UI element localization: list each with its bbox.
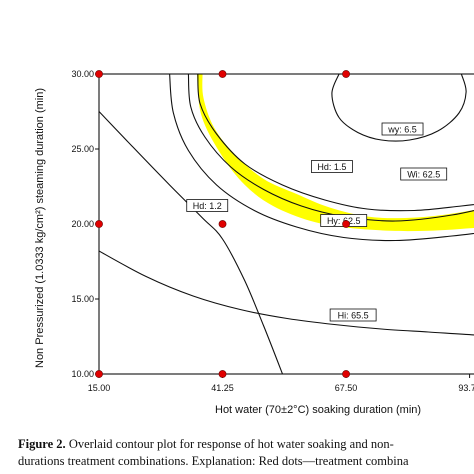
caption-line-1: Overlaid contour plot for response of ho…: [68, 437, 394, 451]
x-tick-label: 67.50: [335, 383, 358, 393]
y-tick-label: 15.00: [71, 294, 94, 304]
svg-text:wy: 6.5: wy: 6.5: [387, 125, 417, 135]
figure-caption: Figure 2. Overlaid contour plot for resp…: [18, 436, 474, 470]
contour-label-wy-6-5: wy: 6.5: [381, 122, 424, 136]
contour-label-hi-65-5: Hi: 65.5: [329, 308, 377, 322]
contour-line-wi-62-5: [197, 74, 474, 212]
design-point: [342, 370, 350, 378]
x-tick-label: 41.25: [211, 383, 234, 393]
contour-label-hd-1-2: Hd: 1.2: [186, 199, 229, 212]
svg-text:Hd: 1.2: Hd: 1.2: [193, 201, 222, 211]
design-point: [95, 370, 103, 378]
y-tick-label: 30.00: [71, 69, 94, 79]
overlay-region: [196, 74, 474, 232]
svg-text:Hd: 1.5: Hd: 1.5: [317, 162, 346, 172]
design-point: [95, 220, 103, 228]
x-tick-label: 93.75: [458, 383, 474, 393]
y-tick-label: 25.00: [71, 144, 94, 154]
design-point: [342, 220, 350, 228]
contour-line-hd-1-5: [187, 74, 474, 222]
svg-text:Hi: 65.5: Hi: 65.5: [338, 311, 369, 321]
y-tick-label: 10.00: [71, 369, 94, 379]
contour-label-hd-1-5: Hd: 1.5: [311, 160, 353, 173]
caption-label: Figure 2.: [18, 437, 66, 451]
contour-label-wi-62-5: Wi: 62.5: [400, 167, 448, 181]
svg-text:Wi: 62.5: Wi: 62.5: [407, 170, 440, 180]
contour-line-wy-6-5: [331, 74, 467, 142]
design-point: [342, 70, 350, 78]
design-point: [95, 70, 103, 78]
contour-line-hy-62-5: [169, 74, 474, 242]
caption-line-2: durations treatment combinations. Explan…: [18, 454, 409, 468]
x-axis-label: Hot water (70±2°C) soaking duration (min…: [215, 404, 421, 416]
contour-line-hi-65-5: [99, 250, 474, 336]
y-axis-label: Non Pressurized (1.0333 kg/cm²) steaming…: [34, 88, 46, 368]
x-tick-label: 15.00: [88, 383, 111, 393]
design-point: [218, 220, 227, 228]
y-tick-label: 20.00: [71, 219, 94, 229]
contour-line-hd-1-2: [99, 111, 284, 374]
design-point: [218, 70, 227, 78]
design-point: [218, 370, 227, 378]
